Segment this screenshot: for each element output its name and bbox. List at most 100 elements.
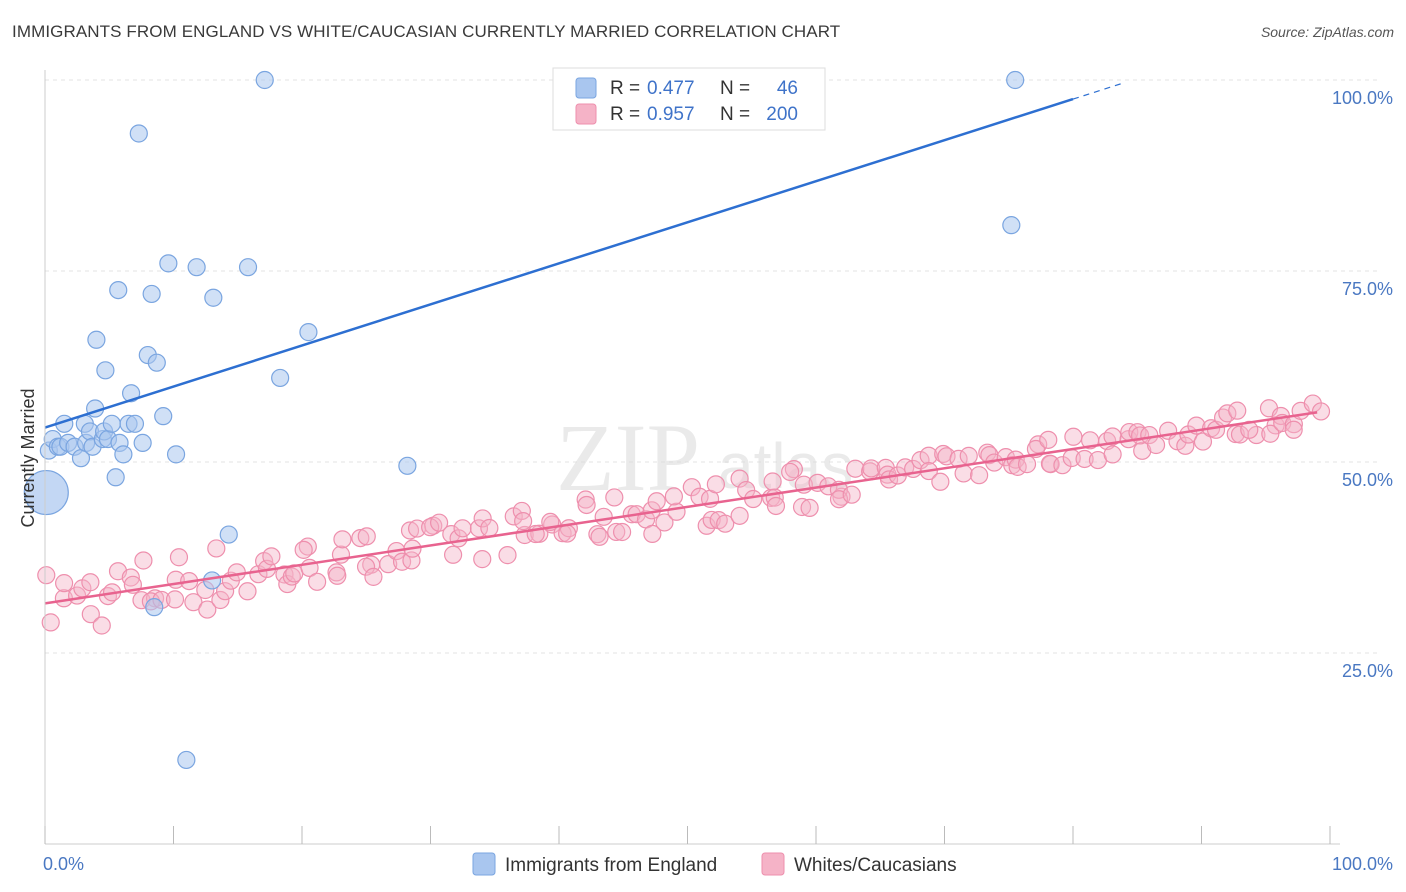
- point-immigrants-from-england: [238, 258, 258, 277]
- point-whites-caucasians: [81, 573, 100, 592]
- point-immigrants-from-england: [125, 414, 145, 433]
- trend-line-whites-caucasians: [44, 411, 1318, 605]
- point-whites-caucasians: [453, 519, 472, 538]
- point-whites-caucasians: [392, 552, 412, 571]
- trend-line-immigrants-from-england: [44, 97, 1074, 429]
- point-whites-caucasians: [931, 472, 950, 491]
- point-immigrants-from-england: [187, 258, 206, 277]
- point-whites-caucasians: [480, 518, 499, 538]
- point-whites-caucasians: [643, 524, 662, 543]
- point-whites-caucasians: [1284, 420, 1303, 439]
- legend-swatch-blue: [575, 77, 597, 99]
- point-whites-caucasians: [1064, 427, 1083, 446]
- point-whites-caucasians: [647, 492, 666, 511]
- chart-title: IMMIGRANTS FROM ENGLAND VS WHITE/CAUCASI…: [12, 22, 841, 41]
- point-whites-caucasians: [473, 509, 492, 528]
- point-whites-caucasians: [238, 582, 257, 601]
- point-whites-caucasians: [594, 507, 613, 526]
- y-tick-label-50: 50.0%: [1342, 470, 1393, 490]
- point-whites-caucasians: [308, 572, 327, 591]
- point-whites-caucasians: [792, 497, 812, 517]
- legend-n-value-blue: 46: [777, 78, 798, 99]
- point-whites-caucasians: [558, 524, 577, 543]
- legend-n-label-blue: N =: [720, 78, 750, 99]
- point-whites-caucasians: [702, 510, 721, 530]
- point-whites-caucasians: [682, 478, 701, 497]
- point-whites-caucasians: [607, 522, 626, 542]
- grid: [45, 79, 1380, 654]
- point-immigrants-from-england: [1002, 216, 1021, 235]
- point-whites-caucasians: [498, 546, 517, 565]
- y-axis-label: Currently Married: [18, 388, 38, 527]
- point-whites-caucasians: [473, 550, 492, 569]
- point-whites-caucasians: [1103, 445, 1122, 464]
- point-whites-caucasians: [577, 495, 596, 515]
- point-whites-caucasians: [800, 498, 819, 517]
- trend-lines: [44, 82, 1318, 605]
- legend-top-box: [552, 67, 826, 131]
- point-immigrants-from-england: [129, 124, 148, 143]
- point-whites-caucasians: [328, 566, 347, 585]
- point-whites-caucasians: [588, 525, 607, 544]
- point-immigrants-from-england: [398, 456, 417, 475]
- point-whites-caucasians: [846, 459, 865, 478]
- legend-n-label-pink: N =: [720, 104, 750, 125]
- point-immigrants-from-england: [154, 407, 173, 426]
- point-immigrants-from-england: [202, 571, 222, 590]
- point-whites-caucasians: [862, 459, 881, 478]
- point-whites-caucasians: [400, 521, 420, 540]
- legend-bottom-swatch-pink: [761, 852, 785, 876]
- x-tick-label-0: 0.0%: [43, 854, 84, 874]
- y-tick-label-100: 100.0%: [1332, 88, 1393, 108]
- point-whites-caucasians: [227, 563, 246, 582]
- point-immigrants-from-england: [96, 361, 115, 380]
- point-whites-caucasians: [706, 475, 725, 494]
- point-whites-caucasians: [165, 590, 185, 609]
- point-whites-caucasians: [294, 540, 313, 559]
- point-whites-caucasians: [351, 528, 370, 548]
- point-whites-caucasians: [364, 567, 383, 586]
- point-whites-caucasians: [262, 547, 281, 566]
- point-whites-caucasians: [667, 502, 686, 521]
- point-whites-caucasians: [443, 545, 463, 564]
- point-immigrants-from-england: [204, 288, 223, 307]
- point-whites-caucasians: [612, 522, 632, 542]
- legend-bottom-label-blue: Immigrants from England: [505, 855, 717, 876]
- point-immigrants-from-england: [166, 445, 186, 464]
- point-whites-caucasians: [356, 557, 376, 576]
- point-whites-caucasians: [514, 512, 533, 531]
- point-whites-caucasians: [1146, 435, 1166, 455]
- point-whites-caucasians: [655, 513, 674, 532]
- point-whites-caucasians: [766, 496, 786, 516]
- point-whites-caucasians: [430, 513, 449, 532]
- point-whites-caucasians: [211, 590, 230, 610]
- point-whites-caucasians: [1075, 449, 1094, 469]
- point-whites-caucasians: [169, 548, 189, 567]
- point-whites-caucasians: [605, 488, 624, 507]
- point-immigrants-from-england: [299, 323, 318, 342]
- legend-r-value-blue: 0.477: [647, 78, 695, 99]
- legend-bottom-swatch-blue: [472, 852, 496, 876]
- point-whites-caucasians: [1228, 401, 1247, 420]
- point-whites-caucasians: [959, 446, 978, 465]
- legend-r-value-pink: 0.957: [647, 104, 695, 125]
- point-immigrants-from-england: [219, 525, 238, 544]
- point-whites-caucasians: [379, 555, 398, 574]
- point-whites-caucasians: [92, 616, 111, 635]
- point-whites-caucasians: [1261, 424, 1280, 443]
- point-whites-caucasians: [207, 539, 226, 558]
- point-whites-caucasians: [970, 466, 989, 485]
- series-whites-caucasians: [37, 394, 1331, 635]
- point-immigrants-from-england: [145, 598, 164, 617]
- trend-line-dashed-extension: [1072, 82, 1125, 100]
- point-whites-caucasians: [716, 514, 735, 533]
- point-whites-caucasians: [1193, 432, 1213, 451]
- point-whites-caucasians: [216, 582, 235, 601]
- point-whites-caucasians: [730, 469, 749, 488]
- x-tick-label-100: 100.0%: [1332, 854, 1393, 874]
- point-immigrants-from-england: [142, 284, 161, 304]
- point-whites-caucasians: [1053, 456, 1072, 475]
- point-whites-caucasians: [469, 519, 489, 538]
- point-whites-caucasians: [842, 485, 861, 504]
- point-immigrants-from-england: [255, 70, 274, 90]
